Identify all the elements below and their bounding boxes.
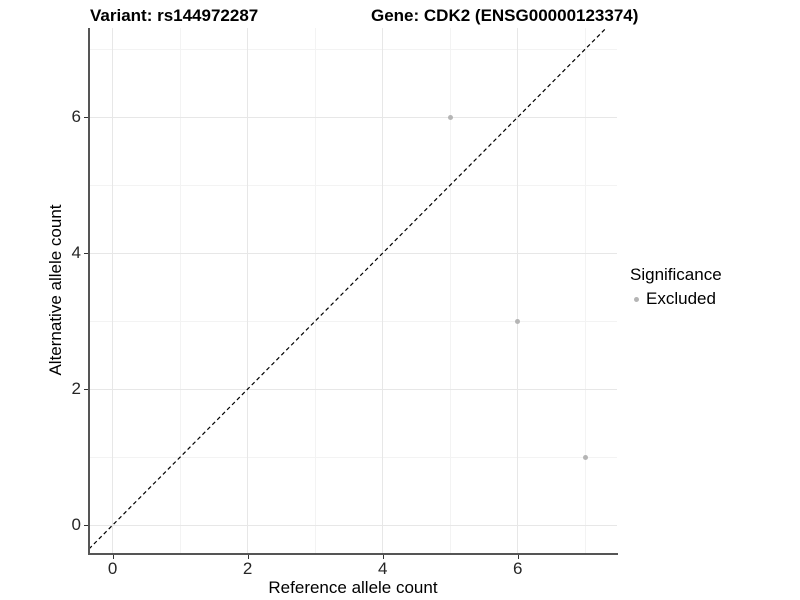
y-axis-line	[88, 28, 90, 555]
x-axis-line	[88, 553, 618, 555]
x-tick	[382, 555, 384, 559]
plot-panel	[89, 28, 617, 553]
x-tick	[517, 555, 519, 559]
v-gridline-major	[247, 28, 249, 553]
data-point	[582, 454, 588, 460]
v-gridline-major	[382, 28, 384, 553]
y-axis-title: Alternative allele count	[46, 204, 65, 376]
x-tick-label: 0	[107, 559, 118, 578]
h-gridline-major	[89, 252, 617, 254]
h-gridline-minor	[89, 48, 617, 50]
legend-items: Excluded	[630, 289, 722, 309]
data-point	[515, 318, 521, 324]
x-tick	[112, 555, 114, 559]
y-tick-label: 0	[71, 515, 81, 535]
legend-dot-icon	[634, 296, 639, 302]
plot-title-variant: Variant: rs144972287	[90, 6, 259, 25]
v-gridline-major	[112, 28, 114, 553]
y-tick-label: 6	[71, 107, 81, 127]
legend-item: Excluded	[634, 289, 722, 309]
plot-title-gene: Gene: CDK2 (ENSG00000123374)	[371, 6, 639, 25]
x-tick-label: 6	[513, 559, 523, 578]
h-gridline-minor	[89, 320, 617, 322]
y-tick-label: 4	[71, 243, 81, 263]
y-tick	[84, 117, 88, 119]
v-gridline-minor	[314, 28, 316, 553]
h-gridline-minor	[89, 184, 617, 186]
data-point	[447, 114, 453, 120]
h-gridline-minor	[89, 456, 617, 458]
x-tick-label: 2	[242, 559, 253, 578]
x-axis-title: Reference allele count	[268, 578, 438, 597]
v-gridline-minor	[584, 28, 586, 553]
x-tick-label: 4	[377, 559, 388, 578]
h-gridline-major	[89, 388, 617, 390]
v-gridline-minor	[449, 28, 451, 553]
y-tick-label: 2	[71, 379, 81, 399]
legend-item-label: Excluded	[646, 289, 716, 308]
v-gridline-major	[517, 28, 519, 553]
h-gridline-major	[89, 116, 617, 118]
identity-line	[89, 28, 607, 550]
legend-title: Significance	[630, 265, 722, 284]
y-tick	[84, 525, 88, 527]
x-tick	[247, 555, 249, 559]
y-tick	[84, 389, 88, 391]
h-gridline-major	[89, 524, 617, 526]
v-gridline-minor	[179, 28, 181, 553]
legend: Significance Excluded	[630, 265, 722, 309]
y-tick	[84, 253, 88, 255]
